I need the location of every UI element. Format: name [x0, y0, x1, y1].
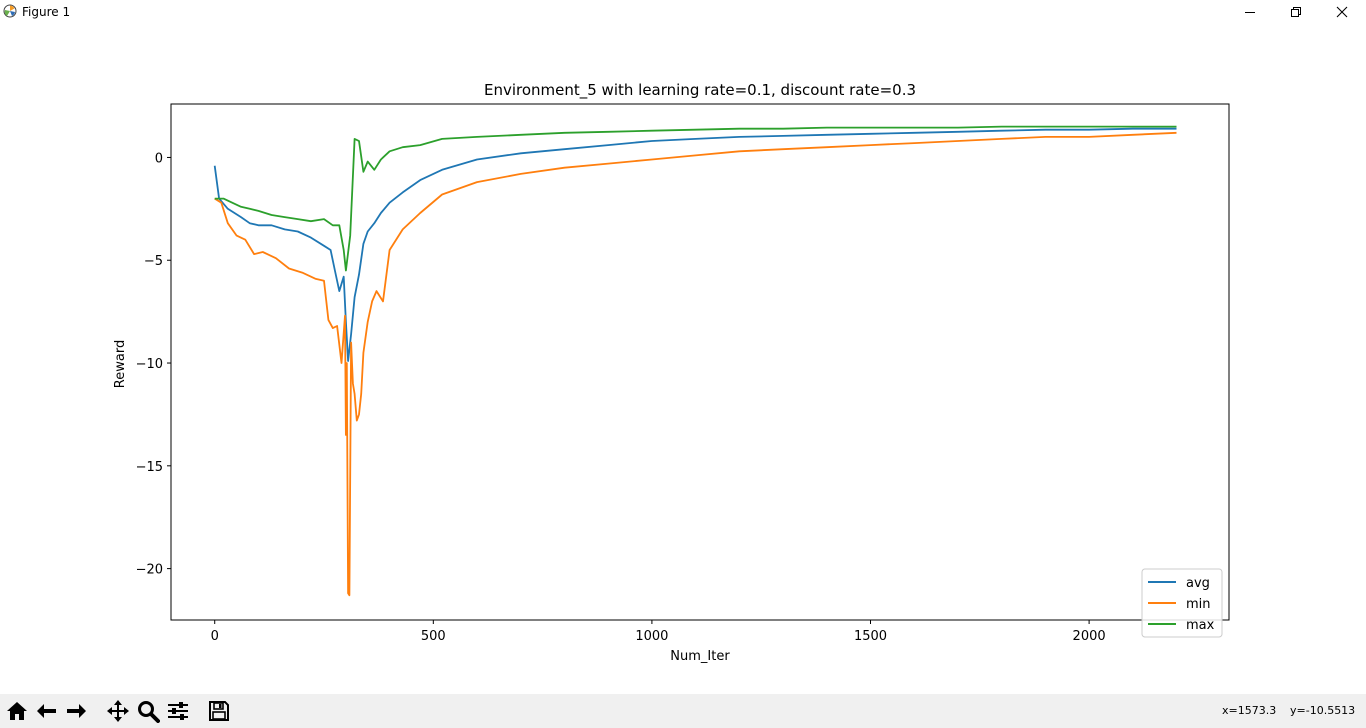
configure-subplots-button[interactable]: [164, 697, 192, 725]
matplotlib-logo-icon: [3, 4, 17, 18]
x-tick-label: 500: [421, 629, 446, 644]
legend-box: [1141, 568, 1223, 638]
legend-label-avg: avg: [1186, 576, 1210, 591]
configure-subplots-icon: [168, 702, 188, 720]
zoom-button[interactable]: [134, 697, 162, 725]
y-axis-label: Reward: [113, 340, 128, 388]
restore-button[interactable]: [1273, 0, 1319, 24]
legend: avg min max: [1141, 568, 1223, 638]
x-tick-label: 1000: [635, 629, 668, 644]
navigation-toolbar: x=1573.3 y=-10.5513: [0, 694, 1366, 728]
restore-icon: [1291, 7, 1301, 17]
back-button[interactable]: [33, 697, 61, 725]
save-button[interactable]: [205, 697, 233, 725]
axes-frame: [170, 103, 1230, 621]
figure-canvas[interactable]: Environment_5 with learning rate=0.1, di…: [0, 24, 1366, 694]
legend-label-max: max: [1186, 618, 1215, 633]
series-line-min: [214, 131, 1177, 597]
y-coordinate-readout: y=-10.5513: [1290, 704, 1356, 717]
x-tick-label: 1500: [854, 629, 887, 644]
y-tick-label: −20: [136, 563, 163, 578]
close-button[interactable]: [1319, 0, 1365, 24]
home-icon: [7, 702, 27, 720]
close-icon: [1336, 6, 1348, 18]
chart-title: Environment_5 with learning rate=0.1, di…: [484, 81, 916, 100]
x-coordinate-readout: x=1573.3: [1222, 704, 1277, 717]
window-title: Figure 1: [22, 5, 71, 19]
series-line-avg: [213, 127, 1177, 362]
y-tick-label: 0: [155, 151, 163, 166]
home-button[interactable]: [3, 697, 31, 725]
legend-label-min: min: [1186, 597, 1211, 612]
series-line-max: [214, 125, 1177, 272]
y-tick-label: −15: [136, 460, 163, 475]
forward-button[interactable]: [62, 697, 90, 725]
window-titlebar: Figure 1: [0, 0, 1366, 24]
pan-icon: [107, 700, 129, 722]
zoom-icon: [138, 701, 160, 723]
minimize-icon: [1245, 12, 1255, 13]
minimize-button[interactable]: [1227, 0, 1273, 24]
forward-arrow-icon: [67, 704, 86, 718]
pan-button[interactable]: [104, 697, 132, 725]
x-tick-label: 0: [211, 629, 219, 644]
y-tick-label: −10: [136, 357, 163, 372]
axes-layer: 0 500 1000 1500 2000 −20 −15 −10 −5 0: [136, 151, 1106, 644]
y-tick-label: −5: [144, 254, 163, 269]
save-icon: [209, 701, 229, 721]
x-axis-label: Num_Iter: [670, 649, 730, 664]
x-tick-label: 2000: [1073, 629, 1106, 644]
series-layer: [213, 125, 1177, 597]
back-arrow-icon: [37, 704, 56, 718]
